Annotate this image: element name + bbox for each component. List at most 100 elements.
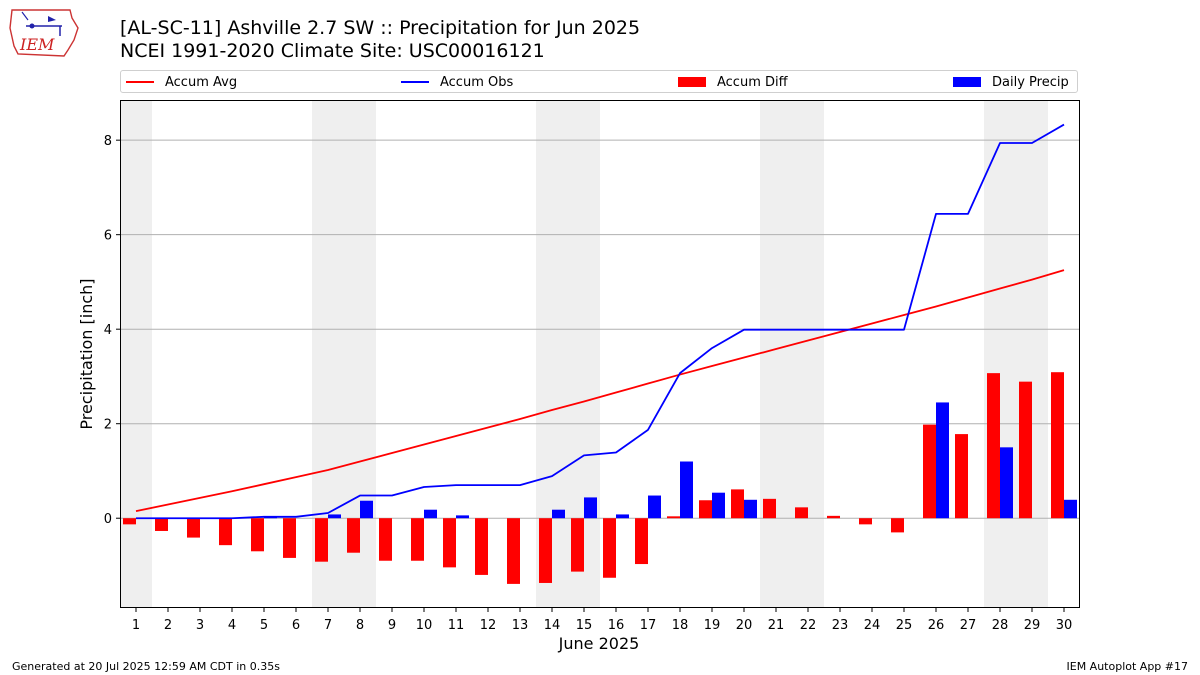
x-tick-label-12: 12 <box>480 618 497 633</box>
x-tick-label-28: 28 <box>992 618 1009 633</box>
footer-generated: Generated at 20 Jul 2025 12:59 AM CDT in… <box>12 660 280 673</box>
accum-diff-bar-17 <box>635 518 648 565</box>
legend-label-daily-precip: Daily Precip <box>992 74 1069 90</box>
y-tick-label-2: 2 <box>104 418 112 433</box>
chart-title: [AL-SC-11] Ashville 2.7 SW :: Precipitat… <box>120 17 641 39</box>
x-tick-label-17: 17 <box>640 618 657 633</box>
x-tick-label-1: 1 <box>132 618 140 633</box>
x-tick-label-14: 14 <box>544 618 561 633</box>
accum-diff-bar-24 <box>859 518 872 525</box>
x-tick-label-5: 5 <box>260 618 268 633</box>
accum-diff-bar-7 <box>315 518 328 562</box>
gridlines <box>120 139 1080 519</box>
x-axis-label: June 2025 <box>558 634 640 653</box>
accum-diff-bar-3 <box>187 518 200 538</box>
x-tick-label-22: 22 <box>800 618 817 633</box>
accum-diff-bar-8 <box>347 518 360 553</box>
logo-text: IEM <box>19 35 55 54</box>
y-tick-label-6: 6 <box>104 229 112 244</box>
y-tick-label-4: 4 <box>104 323 112 338</box>
weekend-shade-22 <box>792 100 824 608</box>
daily-precip-bar-28 <box>1000 447 1013 519</box>
lines <box>135 123 1065 520</box>
chart-subtitle: NCEI 1991-2020 Climate Site: USC00016121 <box>120 40 545 62</box>
legend-item-accum-diff: Accum Diff <box>678 73 788 91</box>
x-tick-label-19: 19 <box>704 618 721 633</box>
x-tick-label-20: 20 <box>736 618 753 633</box>
plot-frame <box>120 100 1080 608</box>
legend: Accum Avg Accum Obs Accum Diff Daily Pre… <box>120 70 1078 93</box>
legend-label-accum-diff: Accum Diff <box>717 74 788 90</box>
x-tick-label-30: 30 <box>1056 618 1073 633</box>
accum-diff-swatch <box>678 77 706 87</box>
x-tick-label-15: 15 <box>576 618 593 633</box>
weekend-shading <box>120 100 1048 608</box>
accum-diff-bar-12 <box>475 518 488 575</box>
iem-logo: IEM <box>9 9 79 57</box>
y-tick-label-0: 0 <box>104 512 112 527</box>
accum-diff-bar-27 <box>955 434 968 519</box>
x-tick-label-27: 27 <box>960 618 977 633</box>
weekend-shade-29 <box>1016 100 1048 608</box>
x-tick-label-26: 26 <box>928 618 945 633</box>
accum-diff-bar-9 <box>379 518 392 561</box>
footer-app: IEM Autoplot App #17 <box>1066 660 1189 673</box>
accum-diff-bar-2 <box>155 518 168 531</box>
accum-diff-bar-28 <box>987 373 1000 519</box>
accum-diff-bar-30 <box>1051 372 1064 519</box>
accum-diff-bar-5 <box>251 518 264 552</box>
accum-diff-bar-13 <box>507 518 520 584</box>
accum-diff-bar-22 <box>795 507 808 519</box>
x-tick-label-7: 7 <box>324 618 332 633</box>
weekend-shade-1 <box>120 100 152 608</box>
y-tick-label-8: 8 <box>104 134 112 149</box>
daily-precip-bar-18 <box>680 461 693 519</box>
accum-diff-bar-18 <box>667 516 680 519</box>
daily-precip-bar-14 <box>552 509 565 519</box>
x-tick-label-23: 23 <box>832 618 849 633</box>
daily-precip-bar-26 <box>936 402 949 519</box>
daily-precip-bar-8 <box>360 500 373 519</box>
accum-diff-bar-4 <box>219 518 232 546</box>
x-tick-label-16: 16 <box>608 618 625 633</box>
daily-precip-bar-20 <box>744 499 757 519</box>
x-tick-label-24: 24 <box>864 618 881 633</box>
weekend-shade-21 <box>760 100 792 608</box>
accum-diff-bar-10 <box>411 518 424 561</box>
accum-diff-bar-16 <box>603 518 616 578</box>
accum-diff-bar-23 <box>827 515 840 519</box>
daily-precip-bar-10 <box>424 509 437 519</box>
daily-precip-bar-11 <box>456 515 469 519</box>
accum-avg-swatch <box>126 81 154 83</box>
x-tick-label-11: 11 <box>448 618 465 633</box>
daily-precip-bar-7 <box>328 514 341 519</box>
x-tick-label-13: 13 <box>512 618 529 633</box>
legend-label-accum-avg: Accum Avg <box>165 74 238 90</box>
x-tick-label-25: 25 <box>896 618 913 633</box>
accum-diff-bar-14 <box>539 518 552 583</box>
daily-precip-bar-15 <box>584 497 597 519</box>
daily-precip-bar-19 <box>712 492 725 519</box>
legend-item-accum-avg: Accum Avg <box>126 73 237 91</box>
x-tick-label-3: 3 <box>196 618 204 633</box>
daily-precip-swatch <box>953 77 981 87</box>
bars <box>123 372 1077 584</box>
accum-diff-bar-25 <box>891 518 904 533</box>
accum-diff-bar-11 <box>443 518 456 568</box>
x-tick-label-29: 29 <box>1024 618 1041 633</box>
accum-diff-bar-15 <box>571 518 584 572</box>
x-tick-label-6: 6 <box>292 618 300 633</box>
accum-diff-bar-19 <box>699 500 712 519</box>
legend-label-accum-obs: Accum Obs <box>440 74 514 90</box>
x-tick-label-8: 8 <box>356 618 364 633</box>
accum-obs-swatch <box>401 81 429 83</box>
x-tick-label-21: 21 <box>768 618 785 633</box>
daily-precip-bar-16 <box>616 514 629 519</box>
y-axis-label: Precipitation [inch] <box>77 278 96 429</box>
legend-item-daily-precip: Daily Precip <box>953 73 1069 91</box>
x-tick-label-9: 9 <box>388 618 396 633</box>
accum-diff-bar-6 <box>283 518 296 558</box>
legend-item-accum-obs: Accum Obs <box>401 73 513 91</box>
